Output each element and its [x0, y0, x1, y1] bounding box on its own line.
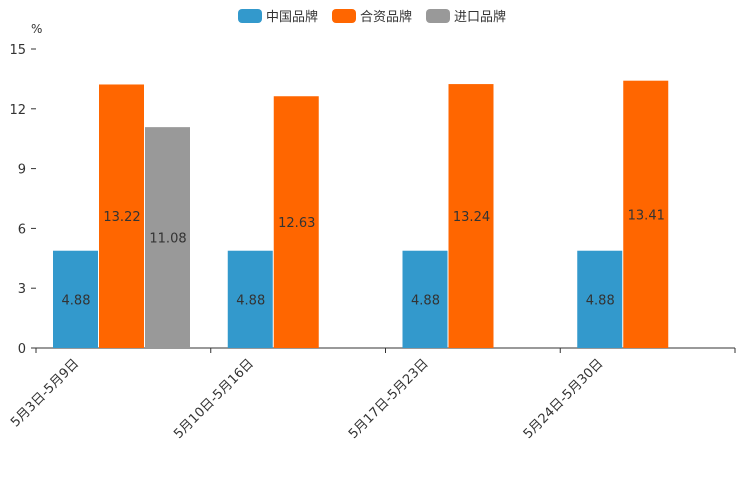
legend-item-china-brand[interactable]: 中国品牌 — [237, 6, 318, 25]
bar — [623, 80, 669, 348]
bar-value-label: 13.22 — [103, 210, 140, 225]
bar — [448, 84, 494, 348]
legend-swatch — [237, 8, 262, 23]
legend-item-import-brand[interactable]: 进口品牌 — [426, 6, 506, 25]
legend: 中国品牌 合资品牌 进口品牌 — [0, 6, 744, 25]
bar-value-label: 4.88 — [411, 293, 440, 308]
y-tick-label: 6 — [18, 222, 26, 237]
bar-value-label: 11.08 — [149, 232, 186, 247]
bar — [145, 127, 190, 348]
bar — [577, 250, 623, 348]
bar-value-label: 13.41 — [628, 208, 665, 223]
x-tick-label: 5月24日-5月30日 — [521, 356, 607, 442]
y-axis-unit: % — [31, 22, 43, 36]
bar-value-label: 13.24 — [453, 210, 490, 225]
y-tick-label: 9 — [18, 163, 26, 178]
bar — [227, 250, 273, 348]
legend-item-joint-venture-brand[interactable]: 合资品牌 — [331, 6, 412, 25]
y-tick-label: 0 — [18, 342, 26, 357]
legend-swatch — [426, 8, 450, 23]
bar-value-label: 4.88 — [586, 293, 615, 308]
x-tick-label: 5月3日-5月9日 — [8, 356, 82, 430]
legend-label: 中国品牌 — [265, 10, 318, 25]
legend-label: 进口品牌 — [454, 10, 507, 25]
bar-value-label: 12.63 — [278, 216, 315, 231]
y-tick-label: 3 — [18, 282, 26, 297]
legend-swatch — [331, 8, 356, 23]
bar — [99, 84, 144, 349]
legend-label: 合资品牌 — [359, 10, 412, 25]
bar — [273, 96, 319, 348]
bar — [402, 250, 448, 348]
bar-value-label: 4.88 — [236, 293, 265, 308]
x-tick-label: 5月10日-5月16日 — [171, 356, 257, 442]
y-tick-label: 12 — [9, 103, 26, 118]
y-tick-label: 15 — [9, 43, 26, 58]
x-tick-label: 5月17日-5月23日 — [346, 356, 432, 442]
bar-value-label: 4.88 — [62, 293, 91, 308]
bar — [53, 250, 98, 348]
